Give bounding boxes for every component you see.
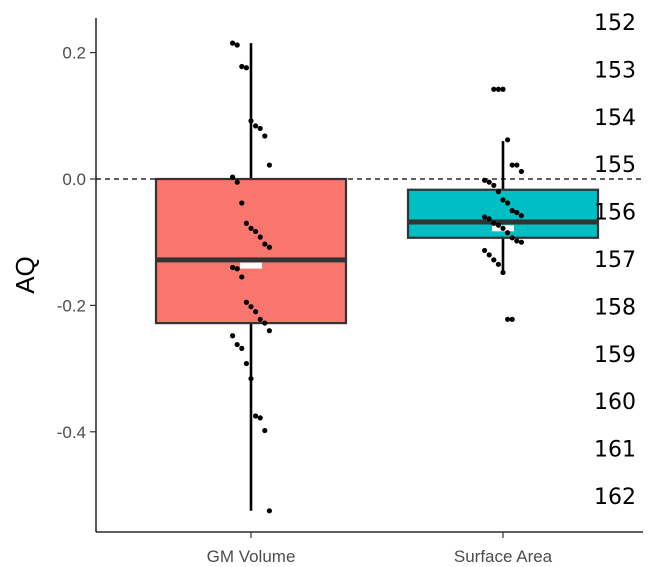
data-point	[230, 333, 236, 339]
data-point	[495, 86, 501, 92]
data-point	[239, 63, 245, 70]
data-point	[257, 415, 263, 421]
data-point	[509, 316, 515, 322]
line-number: 157	[594, 248, 636, 273]
data-point	[495, 261, 501, 267]
data-point	[491, 182, 497, 188]
data-point	[500, 269, 506, 276]
data-point	[518, 168, 525, 175]
data-point	[500, 225, 506, 231]
data-point	[243, 65, 249, 71]
data-point	[505, 137, 511, 143]
data-point	[486, 252, 492, 258]
data-point	[518, 213, 525, 219]
box-group	[154, 40, 348, 514]
data-point	[234, 42, 240, 48]
data-point	[243, 360, 249, 367]
data-point	[486, 179, 492, 185]
data-point	[514, 162, 520, 168]
data-point	[243, 299, 249, 305]
data-point	[239, 200, 245, 206]
line-number: 154	[594, 106, 636, 131]
data-point	[495, 189, 501, 195]
data-point	[234, 341, 240, 348]
data-point	[500, 197, 506, 203]
data-point	[509, 208, 515, 214]
data-point	[248, 376, 254, 382]
box	[154, 177, 348, 325]
data-point	[262, 241, 268, 247]
line-number: 158	[594, 295, 636, 320]
data-point	[230, 40, 236, 46]
x-tick-label: Surface Area	[454, 547, 553, 566]
x-tick-label: GM Volume	[207, 547, 296, 566]
data-point	[266, 162, 272, 168]
data-point	[505, 200, 511, 206]
y-axis-title: AQ	[10, 256, 40, 294]
y-tick-label: 0.0	[62, 170, 86, 189]
data-point	[482, 247, 488, 254]
data-point	[495, 222, 501, 228]
data-point	[491, 86, 497, 92]
data-point	[518, 239, 525, 245]
data-point	[486, 216, 492, 222]
data-point	[253, 309, 259, 315]
line-number: 152	[594, 11, 636, 36]
x-axis: GM Volume Surface Area	[96, 531, 643, 566]
line-number: 153	[594, 58, 636, 83]
mean-marker	[240, 262, 262, 269]
data-point	[243, 220, 249, 226]
line-number-column: 152 153 154 155 156 157 158 159 160 161 162	[594, 11, 636, 510]
data-point	[257, 234, 263, 240]
line-number: 160	[594, 390, 636, 415]
box-group	[406, 86, 600, 322]
y-tick-label: -0.4	[57, 423, 86, 442]
data-point	[505, 316, 511, 322]
data-point	[514, 209, 520, 216]
data-point	[491, 220, 497, 226]
data-point	[505, 230, 511, 236]
data-point	[491, 257, 497, 263]
data-point	[482, 177, 488, 183]
data-point	[266, 244, 272, 250]
data-point	[257, 316, 263, 322]
y-tick-label: -0.2	[57, 296, 86, 315]
data-point	[500, 86, 506, 92]
data-point	[248, 225, 254, 231]
data-point	[248, 304, 254, 310]
data-point	[266, 328, 272, 334]
data-point	[253, 413, 259, 419]
line-number: 159	[594, 343, 636, 368]
line-number: 155	[594, 153, 636, 178]
data-point	[262, 133, 268, 139]
data-point	[253, 228, 259, 235]
data-point	[262, 427, 268, 434]
data-point	[509, 235, 515, 241]
data-point	[266, 508, 272, 514]
data-point	[239, 274, 245, 280]
data-point	[253, 123, 259, 129]
data-point	[248, 118, 254, 124]
plot-marks	[96, 40, 643, 514]
data-point	[234, 179, 240, 185]
y-axis: 0.2 0.0 -0.2 -0.4	[57, 18, 97, 532]
line-number: 156	[594, 201, 636, 226]
data-point	[230, 264, 236, 271]
line-number: 161	[594, 438, 636, 463]
data-point	[239, 345, 245, 351]
data-point	[234, 266, 240, 272]
data-point	[482, 214, 488, 220]
data-point	[262, 320, 268, 326]
line-number: 162	[594, 485, 636, 510]
data-point	[509, 162, 515, 168]
data-point	[230, 174, 236, 180]
y-tick-label: 0.2	[62, 44, 86, 63]
data-point	[257, 125, 263, 132]
data-point	[514, 238, 520, 244]
